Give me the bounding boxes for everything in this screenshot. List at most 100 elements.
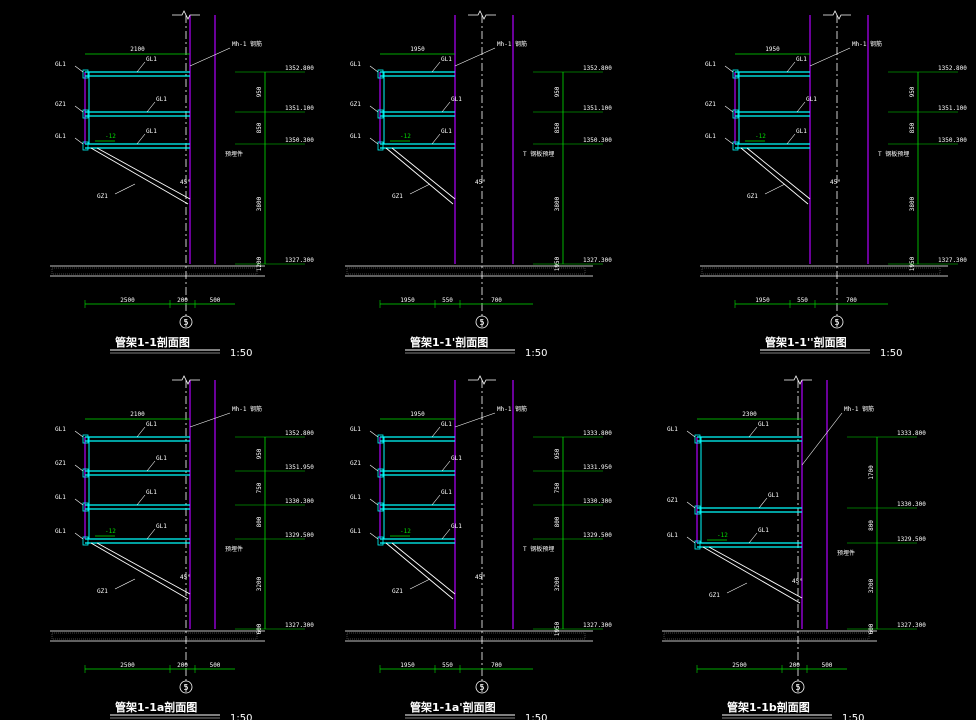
beam-label: GL1: [146, 128, 157, 135]
leader: [454, 412, 496, 428]
leader: [454, 47, 496, 67]
dim-bottom-text: 500: [822, 662, 833, 669]
angle-label: 45°: [180, 574, 191, 581]
angle-label: 45°: [475, 179, 486, 186]
brace: [90, 147, 189, 205]
elevation-text: 1350.300: [938, 137, 967, 144]
angle-label: 45°: [475, 574, 486, 581]
beam-label: GL1: [796, 56, 807, 63]
brace: [391, 542, 456, 595]
beam-end: [377, 434, 384, 444]
vert-dim-text: 800: [868, 520, 875, 531]
leader: [764, 183, 786, 195]
beam-label: GL1: [451, 455, 462, 462]
note-mid: 预埋件: [837, 549, 855, 557]
vert-dim-text: 3800: [554, 196, 561, 211]
brace: [96, 147, 191, 200]
section-s6: GL1 GL1 GL1 GZ1 GL1 GL1 -12 GZ1 45° 2300 Mh-1 钢筋预埋…: [662, 375, 926, 720]
dim-top-text: 1950: [765, 46, 780, 53]
section-s5: GL1 GL1 GL1 GZ1 GL1 GL1 GL1 GL1 -12 GZ1 45° 1950 Mh-…: [345, 375, 612, 720]
section-title: 管架1-1剖面图: [115, 335, 190, 349]
brace: [96, 542, 191, 595]
side-label: GL1: [667, 532, 678, 539]
elevation-text: 1350.300: [583, 137, 612, 144]
side-label: GZ1: [55, 460, 66, 467]
leader: [441, 528, 451, 540]
elevation-text: 1333.800: [897, 430, 926, 437]
brace: [90, 542, 189, 600]
side-label: GL1: [55, 133, 66, 140]
leader: [431, 494, 441, 506]
brace: [740, 147, 809, 205]
leader: [786, 133, 796, 145]
scale-text: 1:50: [230, 348, 252, 359]
scale-text: 1:50: [880, 348, 902, 359]
elevation-text: 1351.100: [583, 105, 612, 112]
brace-label: GZ1: [97, 193, 108, 200]
angle-label: 45°: [830, 179, 841, 186]
side-label: GL1: [705, 133, 716, 140]
side-label: GZ1: [705, 101, 716, 108]
vert-dim-text: 750: [554, 482, 561, 493]
leader: [74, 105, 84, 113]
dim-bottom-text: 550: [442, 662, 453, 669]
side-label: GL1: [350, 61, 361, 68]
leader: [409, 578, 431, 590]
axis-label: 5: [183, 683, 188, 692]
leader: [748, 532, 758, 544]
beam-end: [377, 141, 384, 151]
vert-dim-text: 1950: [554, 256, 561, 271]
brace-label: GZ1: [709, 592, 720, 599]
leader: [809, 47, 851, 67]
section-s4: GL1 GL1 GL1 GZ1 GL1 GL1 GL1 GL1 -12 GZ1 45° 2100 Mh-…: [50, 375, 314, 720]
dim-bottom-text: 550: [442, 297, 453, 304]
leader: [369, 137, 379, 145]
leader: [724, 105, 734, 113]
brace: [385, 147, 454, 205]
leader: [441, 460, 451, 472]
axis-label: 5: [479, 318, 484, 327]
elevation-text: 1327.300: [583, 257, 612, 264]
beam-end: [82, 536, 89, 546]
axis-label: 5: [183, 318, 188, 327]
beam-end: [694, 540, 701, 550]
vert-dim-text: 850: [256, 122, 263, 133]
slope-text: -12: [105, 528, 116, 535]
angle-label: 45°: [792, 578, 803, 585]
side-label: GL1: [55, 61, 66, 68]
scale-text: 1:50: [525, 348, 547, 359]
leader: [189, 47, 231, 67]
vert-dim-text: 600: [256, 623, 263, 634]
leader: [146, 101, 156, 113]
side-label: GL1: [350, 426, 361, 433]
leader: [146, 528, 156, 540]
section-title: 管架1-1a剖面图: [115, 700, 197, 714]
dim-top-text: 1950: [410, 46, 425, 53]
side-label: GL1: [350, 528, 361, 535]
beam-end: [82, 69, 89, 79]
axis-label: 5: [479, 683, 484, 692]
leader: [74, 65, 84, 73]
axis-bubble: [475, 315, 489, 329]
axis-bubble: [830, 315, 844, 329]
beam-label: GL1: [156, 523, 167, 530]
beam-end: [377, 536, 384, 546]
leader: [74, 498, 84, 506]
leader: [146, 460, 156, 472]
beam-end: [82, 468, 89, 478]
dim-bottom-text: 700: [846, 297, 857, 304]
side-label: GL1: [55, 426, 66, 433]
vert-dim-text: 1700: [868, 465, 875, 480]
vert-dim-text: 3200: [256, 576, 263, 591]
scale-text: 1:50: [842, 713, 864, 720]
leader: [409, 183, 431, 195]
note-mid: T 钢板预埋: [523, 150, 554, 158]
leader: [686, 430, 696, 438]
leader: [431, 133, 441, 145]
beam-end: [82, 109, 89, 119]
leader: [796, 101, 806, 113]
brace-label: GZ1: [392, 588, 403, 595]
beam-end: [82, 141, 89, 151]
elevation-text: 1331.950: [583, 464, 612, 471]
side-label: GL1: [350, 494, 361, 501]
